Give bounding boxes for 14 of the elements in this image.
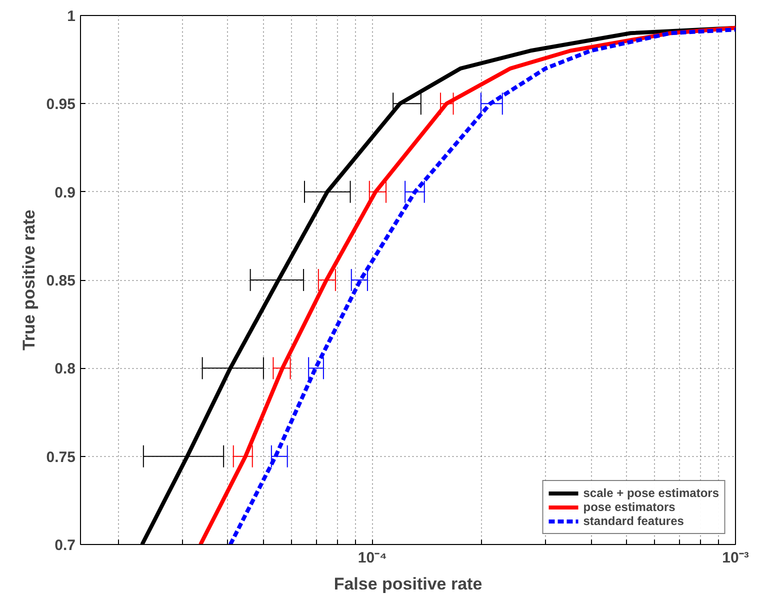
y-tick-label: 0.85: [46, 272, 76, 290]
legend-label: pose estimators: [583, 500, 676, 514]
y-tick-label: 0.8: [54, 360, 76, 378]
y-axis-title: True positive rate: [19, 210, 38, 350]
y-tick-label: 1: [67, 8, 76, 25]
x-tick-label: 10⁻³: [722, 550, 749, 566]
x-tick-label: 10⁻⁴: [358, 550, 387, 566]
x-axis-title: False positive rate: [334, 574, 482, 594]
y-tick-label: 0.75: [46, 448, 76, 466]
y-tick-label: 0.9: [54, 184, 76, 202]
legend-label: standard features: [583, 514, 684, 528]
y-tick-label: 0.7: [54, 537, 76, 554]
legend-label: scale + pose estimators: [583, 486, 719, 500]
y-tick-label: 0.95: [46, 96, 76, 114]
